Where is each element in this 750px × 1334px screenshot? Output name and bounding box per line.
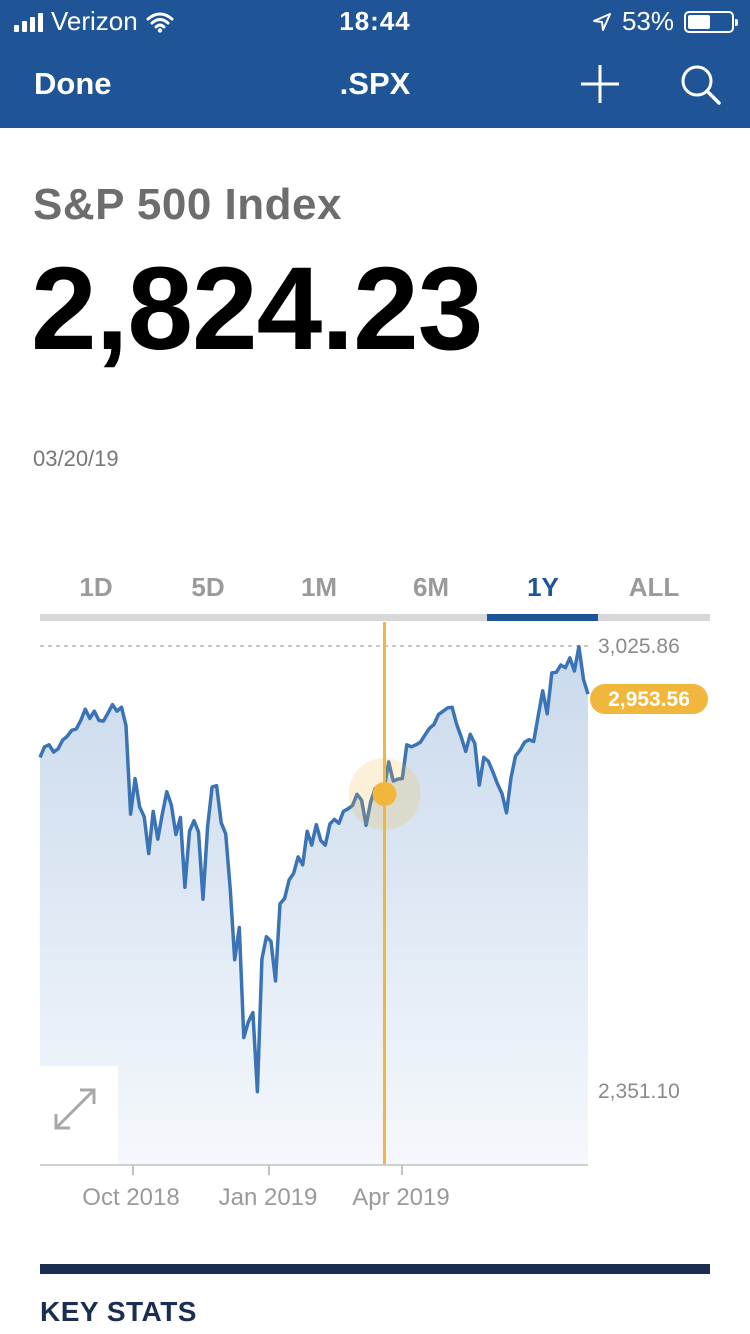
price-area <box>40 646 588 1164</box>
tab-5d[interactable]: 5D <box>191 572 225 602</box>
wifi-icon <box>146 12 174 33</box>
carrier-name: Verizon <box>51 6 138 36</box>
status-time: 18:44 <box>339 6 411 36</box>
current-value-pill <box>590 684 708 714</box>
key-stats-divider <box>40 1264 710 1274</box>
tab-1d[interactable]: 1D <box>79 572 113 602</box>
symbol-title: .SPX <box>339 66 411 101</box>
last-price: 2,824.23 <box>31 243 483 375</box>
expand-icon <box>54 1088 96 1130</box>
search-icon[interactable] <box>678 62 722 106</box>
tab-indicator <box>487 614 598 621</box>
price-chart[interactable]: 3,025.86 2,351.10 2,953.56 Oct 2018 Jan … <box>0 620 750 1220</box>
high-label: 3,025.86 <box>598 635 680 658</box>
x-tick-label: Oct 2018 <box>82 1184 179 1211</box>
current-value-label: 2,953.56 <box>608 688 690 711</box>
low-label: 2,351.10 <box>598 1080 680 1103</box>
status-bar: Verizon 18:44 53% <box>0 0 750 40</box>
x-tick-label: Jan 2019 <box>219 1184 318 1211</box>
security-name: S&P 500 Index <box>33 180 342 229</box>
nav-bar: Done .SPX <box>0 52 750 116</box>
x-tick-label: Apr 2019 <box>352 1184 449 1211</box>
tab-all[interactable]: ALL <box>628 572 680 602</box>
signal-icon <box>14 12 43 32</box>
cursor-dot[interactable] <box>372 782 397 806</box>
tab-6m[interactable]: 6M <box>412 572 450 602</box>
done-button[interactable]: Done <box>34 66 112 101</box>
location-arrow-icon <box>592 12 611 31</box>
header-bar: Verizon 18:44 53% Done .SPX <box>0 0 750 128</box>
status-right: 53% <box>592 6 738 37</box>
expand-chart-button[interactable] <box>40 1066 118 1164</box>
battery-icon <box>684 10 738 33</box>
battery-percent: 53% <box>621 6 674 36</box>
range-tabs: 1D 5D 1M 6M 1Y ALL <box>40 568 710 614</box>
tab-indicator-track <box>40 614 710 621</box>
quote-date: 03/20/19 <box>33 446 119 471</box>
price-line <box>38 644 590 1094</box>
carrier-info: Verizon <box>14 6 174 37</box>
tab-1y[interactable]: 1Y <box>527 572 559 602</box>
key-stats-title: KEY STATS <box>40 1296 197 1327</box>
add-icon[interactable] <box>578 62 622 106</box>
tab-1m[interactable]: 1M <box>300 572 338 602</box>
